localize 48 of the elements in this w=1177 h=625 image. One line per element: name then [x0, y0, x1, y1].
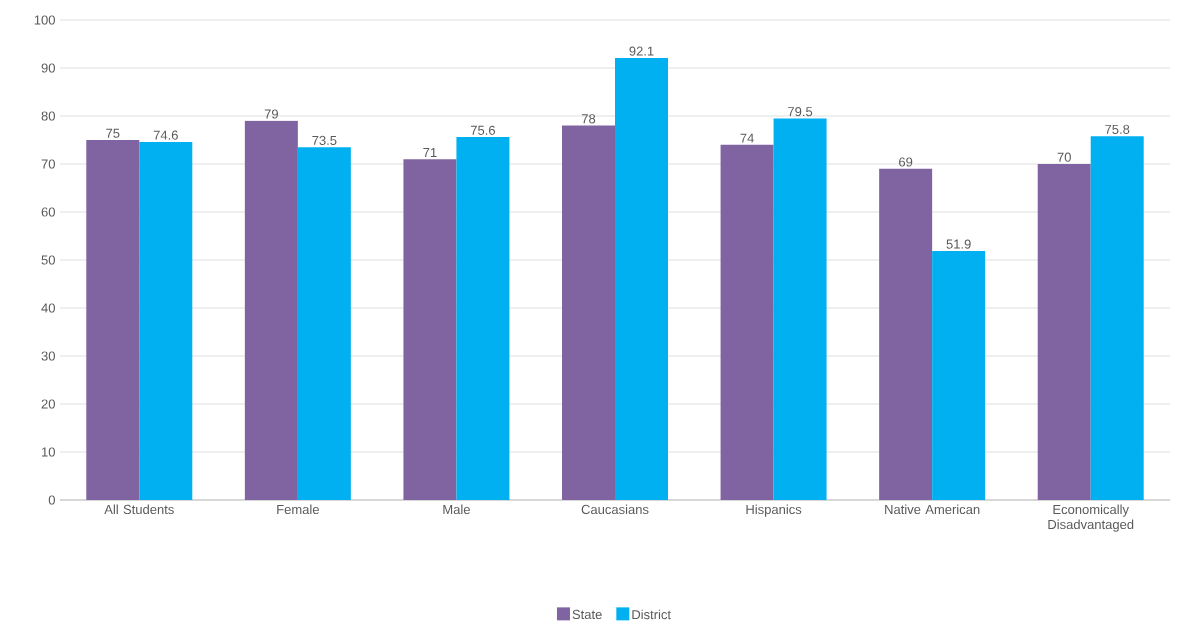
y-tick-label: 20 — [41, 399, 55, 409]
x-tick-label: Hispanics — [746, 504, 802, 517]
bar — [86, 140, 140, 500]
x-tick-label: Native American — [885, 504, 980, 515]
legend-label: State — [572, 609, 602, 620]
y-tick-label: 60 — [41, 207, 55, 217]
bar — [139, 141, 193, 500]
x-tick-label: Female — [277, 504, 319, 515]
y-tick-label: 100 — [34, 15, 55, 25]
bar — [244, 120, 298, 500]
bar — [615, 57, 668, 500]
data-label: 92.1 — [629, 46, 654, 56]
bar — [1090, 136, 1144, 500]
data-label: 74 — [740, 133, 754, 143]
data-label: 78 — [581, 114, 596, 124]
data-label: 79 — [264, 109, 278, 119]
y-tick-label: 80 — [41, 111, 55, 121]
bar — [456, 137, 510, 500]
data-label: 75.6 — [470, 125, 496, 135]
y-tick-label: 50 — [41, 255, 55, 265]
bar — [879, 168, 933, 500]
y-tick-label: 10 — [42, 447, 55, 457]
x-tick-label: Economically Disadvantaged — [1048, 504, 1134, 532]
y-tick-label: 40 — [41, 303, 55, 313]
bar — [1037, 164, 1091, 500]
x-tick-label: Male — [443, 504, 470, 515]
bar — [297, 147, 351, 500]
legend-label: District — [632, 609, 671, 620]
data-label: 75 — [106, 128, 120, 138]
bar — [562, 125, 615, 500]
y-tick-label: 70 — [41, 159, 55, 169]
data-label: 75.8 — [1105, 124, 1130, 134]
data-label: 69 — [899, 157, 913, 167]
x-tick-label: All Students — [104, 504, 174, 515]
y-tick-label: 90 — [41, 63, 55, 73]
x-tick-label: Caucasians — [581, 504, 649, 515]
data-label: 70 — [1057, 152, 1071, 162]
bar — [932, 250, 986, 500]
y-tick-label: 30 — [41, 351, 55, 361]
data-label: 73.5 — [312, 135, 337, 145]
bar — [720, 144, 774, 500]
data-label: 74.6 — [153, 130, 178, 140]
y-tick-label: 0 — [48, 495, 55, 505]
data-label: 51.9 — [946, 239, 971, 249]
bar — [403, 159, 457, 500]
data-label: 71 — [423, 148, 437, 157]
bar — [773, 118, 827, 500]
data-label: 79.5 — [788, 106, 813, 117]
